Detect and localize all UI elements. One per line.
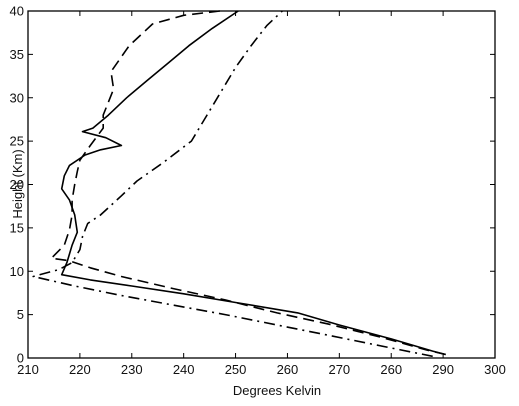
y-tick-label: 35 (10, 47, 24, 62)
x-tick-label: 230 (121, 362, 143, 377)
series-line-dashed (50, 10, 446, 356)
y-tick-label: 10 (10, 264, 24, 279)
x-tick-label: 300 (484, 362, 506, 377)
y-axis-ticks: 0 5 10 15 20 25 30 35 40 (10, 4, 495, 366)
y-tick-label: 15 (10, 220, 24, 235)
y-tick-label: 5 (17, 307, 24, 322)
series-lines (32, 10, 446, 358)
y-tick-label: 25 (10, 134, 24, 149)
x-tick-label: 260 (380, 362, 402, 377)
series-line-solid (60, 10, 446, 356)
series-line-dashdot (32, 10, 433, 358)
x-tick-label: 240 (173, 362, 195, 377)
x-tick-label: 260 (277, 362, 299, 377)
y-axis-label: Height (Km) (10, 149, 25, 218)
y-tick-label: 0 (17, 351, 24, 366)
x-axis-ticks: 210 220 230 240 250 260 270 260 290 300 (17, 11, 506, 377)
y-tick-label: 40 (10, 4, 24, 19)
x-tick-label: 290 (432, 362, 454, 377)
x-tick-label: 250 (225, 362, 247, 377)
x-tick-label: 270 (328, 362, 350, 377)
x-tick-label: 220 (69, 362, 91, 377)
x-axis-label: Degrees Kelvin (233, 383, 321, 398)
y-tick-label: 30 (10, 90, 24, 105)
x-tick-label: 210 (17, 362, 39, 377)
y-tick-label: 20 (10, 177, 24, 192)
plot-frame (27, 10, 496, 359)
